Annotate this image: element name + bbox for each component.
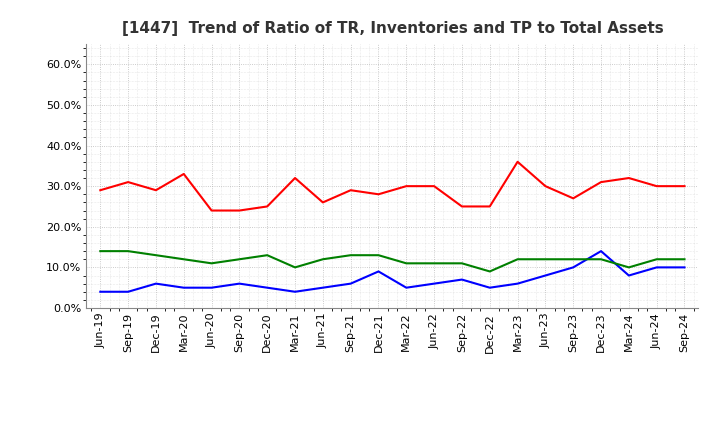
Inventories — [680, 265, 689, 270]
Trade Receivables — [318, 200, 327, 205]
Trade Receivables — [597, 180, 606, 185]
Trade Payables — [680, 257, 689, 262]
Trade Receivables — [179, 171, 188, 176]
Trade Payables — [374, 253, 383, 258]
Line: Inventories: Inventories — [100, 251, 685, 292]
Inventories — [96, 289, 104, 294]
Trade Receivables — [430, 183, 438, 189]
Trade Receivables — [541, 183, 550, 189]
Trade Payables — [652, 257, 661, 262]
Trade Payables — [402, 260, 410, 266]
Inventories — [430, 281, 438, 286]
Title: [1447]  Trend of Ratio of TR, Inventories and TP to Total Assets: [1447] Trend of Ratio of TR, Inventories… — [122, 21, 663, 36]
Inventories — [513, 281, 522, 286]
Trade Receivables — [291, 176, 300, 181]
Inventories — [318, 285, 327, 290]
Inventories — [179, 285, 188, 290]
Trade Receivables — [513, 159, 522, 165]
Trade Receivables — [458, 204, 467, 209]
Trade Receivables — [152, 187, 161, 193]
Inventories — [652, 265, 661, 270]
Inventories — [402, 285, 410, 290]
Trade Payables — [458, 260, 467, 266]
Trade Payables — [624, 265, 633, 270]
Trade Payables — [96, 249, 104, 254]
Trade Payables — [263, 253, 271, 258]
Trade Receivables — [374, 192, 383, 197]
Inventories — [291, 289, 300, 294]
Trade Payables — [541, 257, 550, 262]
Trade Payables — [235, 257, 243, 262]
Inventories — [346, 281, 355, 286]
Trade Payables — [152, 253, 161, 258]
Inventories — [235, 281, 243, 286]
Trade Receivables — [235, 208, 243, 213]
Trade Payables — [318, 257, 327, 262]
Trade Receivables — [485, 204, 494, 209]
Trade Receivables — [207, 208, 216, 213]
Trade Receivables — [569, 196, 577, 201]
Inventories — [207, 285, 216, 290]
Trade Receivables — [680, 183, 689, 189]
Trade Payables — [124, 249, 132, 254]
Trade Payables — [513, 257, 522, 262]
Trade Payables — [291, 265, 300, 270]
Trade Payables — [485, 269, 494, 274]
Inventories — [152, 281, 161, 286]
Trade Receivables — [624, 176, 633, 181]
Trade Payables — [346, 253, 355, 258]
Line: Trade Receivables: Trade Receivables — [100, 162, 685, 210]
Inventories — [485, 285, 494, 290]
Trade Payables — [430, 260, 438, 266]
Inventories — [569, 265, 577, 270]
Inventories — [624, 273, 633, 278]
Trade Payables — [569, 257, 577, 262]
Trade Receivables — [124, 180, 132, 185]
Trade Receivables — [96, 187, 104, 193]
Inventories — [458, 277, 467, 282]
Inventories — [597, 249, 606, 254]
Trade Payables — [597, 257, 606, 262]
Line: Trade Payables: Trade Payables — [100, 251, 685, 271]
Trade Receivables — [346, 187, 355, 193]
Trade Payables — [179, 257, 188, 262]
Trade Receivables — [263, 204, 271, 209]
Inventories — [541, 273, 550, 278]
Inventories — [374, 269, 383, 274]
Trade Payables — [207, 260, 216, 266]
Trade Receivables — [402, 183, 410, 189]
Trade Receivables — [652, 183, 661, 189]
Inventories — [124, 289, 132, 294]
Inventories — [263, 285, 271, 290]
